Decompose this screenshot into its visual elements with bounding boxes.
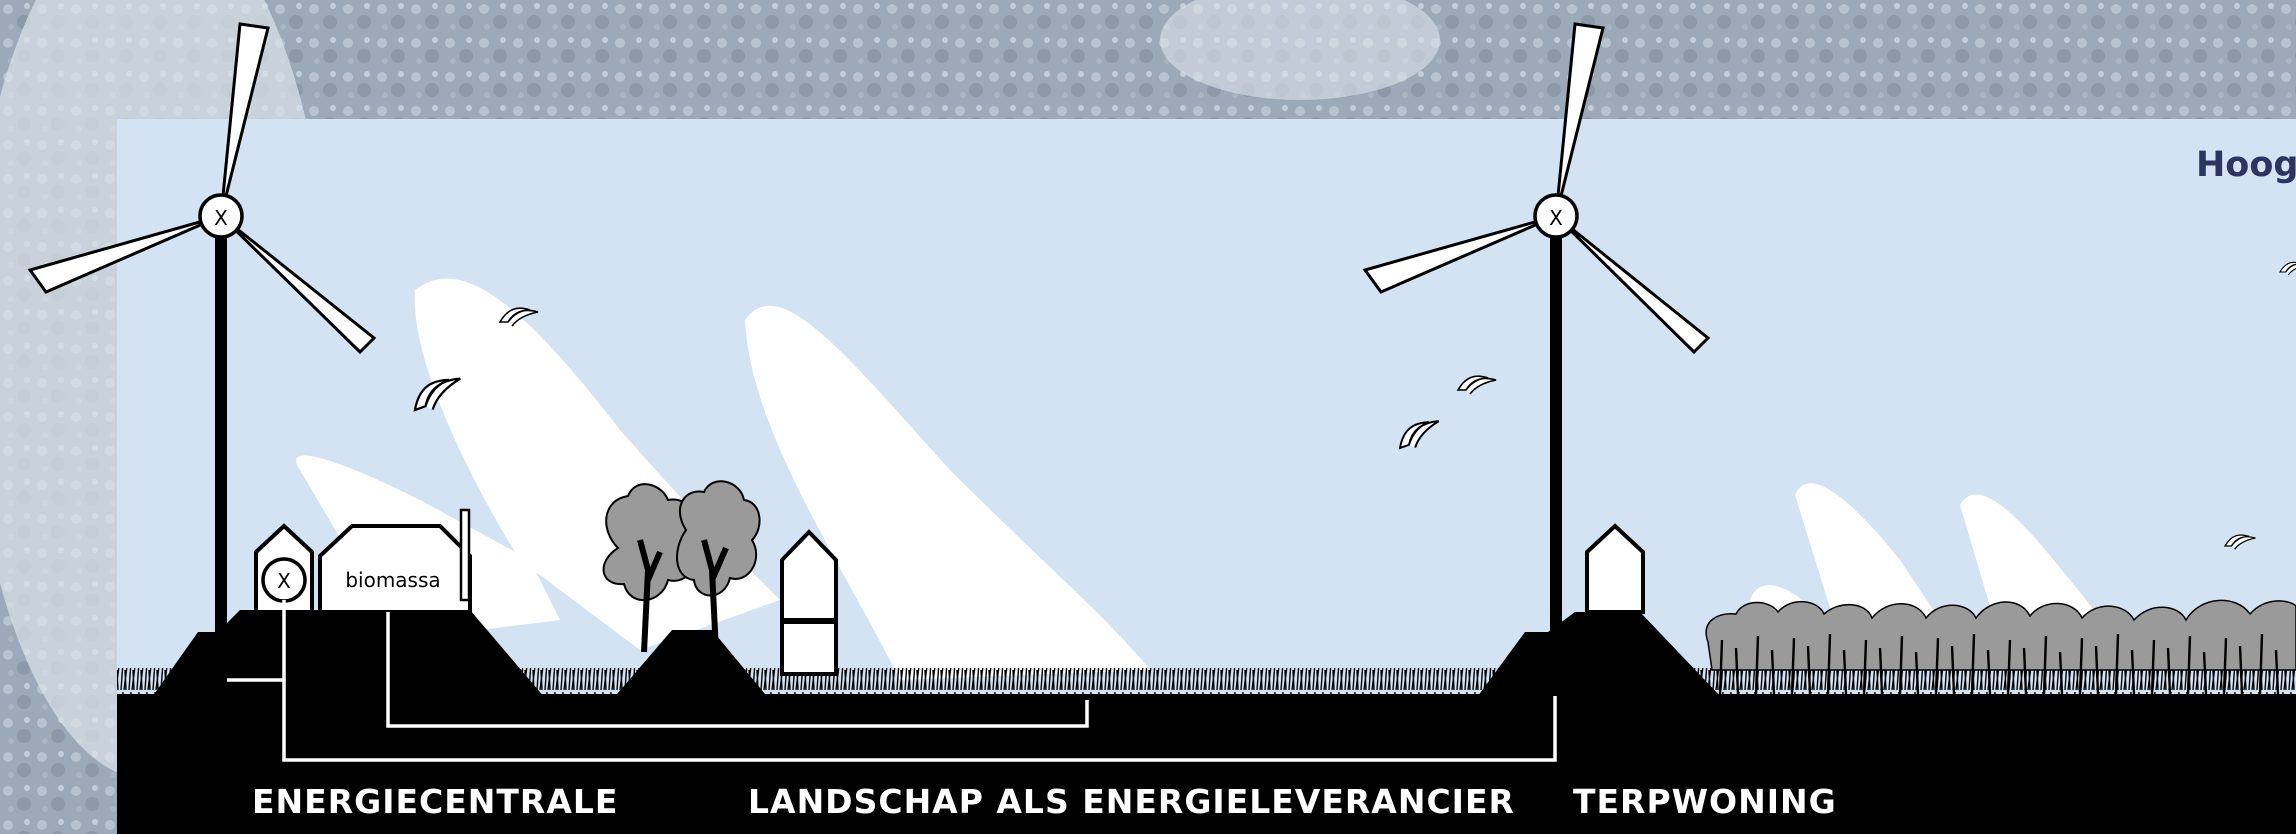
wind-turbine-left: X bbox=[27, 22, 377, 686]
dike-left bbox=[150, 610, 545, 700]
section-label-landscape: LANDSCHAP ALS ENERGIELEVERANCIER bbox=[748, 782, 1515, 821]
wind-turbine-right: X bbox=[1362, 22, 1711, 696]
turbine-hub-symbol: X bbox=[1549, 206, 1563, 230]
wind-shape bbox=[745, 305, 1150, 680]
page-title: Hoog bbox=[2196, 145, 2296, 185]
tree-mound bbox=[612, 630, 770, 700]
terp-house bbox=[1585, 523, 1645, 614]
turbine-hub-symbol: X bbox=[214, 206, 228, 230]
ground bbox=[117, 694, 2296, 834]
section-label-energy-plant: ENERGIECENTRALE bbox=[252, 782, 618, 821]
generator-symbol: X bbox=[277, 569, 291, 593]
terp-mound bbox=[1475, 612, 1722, 700]
biomass-label: biomassa bbox=[345, 568, 440, 592]
section-label-mound-dwelling: TERPWONING bbox=[1573, 782, 1837, 821]
foam-patch bbox=[1160, 0, 1440, 100]
tree-group bbox=[602, 480, 761, 653]
forest bbox=[1705, 599, 2296, 695]
biomass-building bbox=[318, 524, 472, 614]
biomass-chimney bbox=[459, 508, 471, 602]
wind-shape bbox=[1795, 483, 1940, 640]
stacked-house-base bbox=[780, 620, 838, 676]
